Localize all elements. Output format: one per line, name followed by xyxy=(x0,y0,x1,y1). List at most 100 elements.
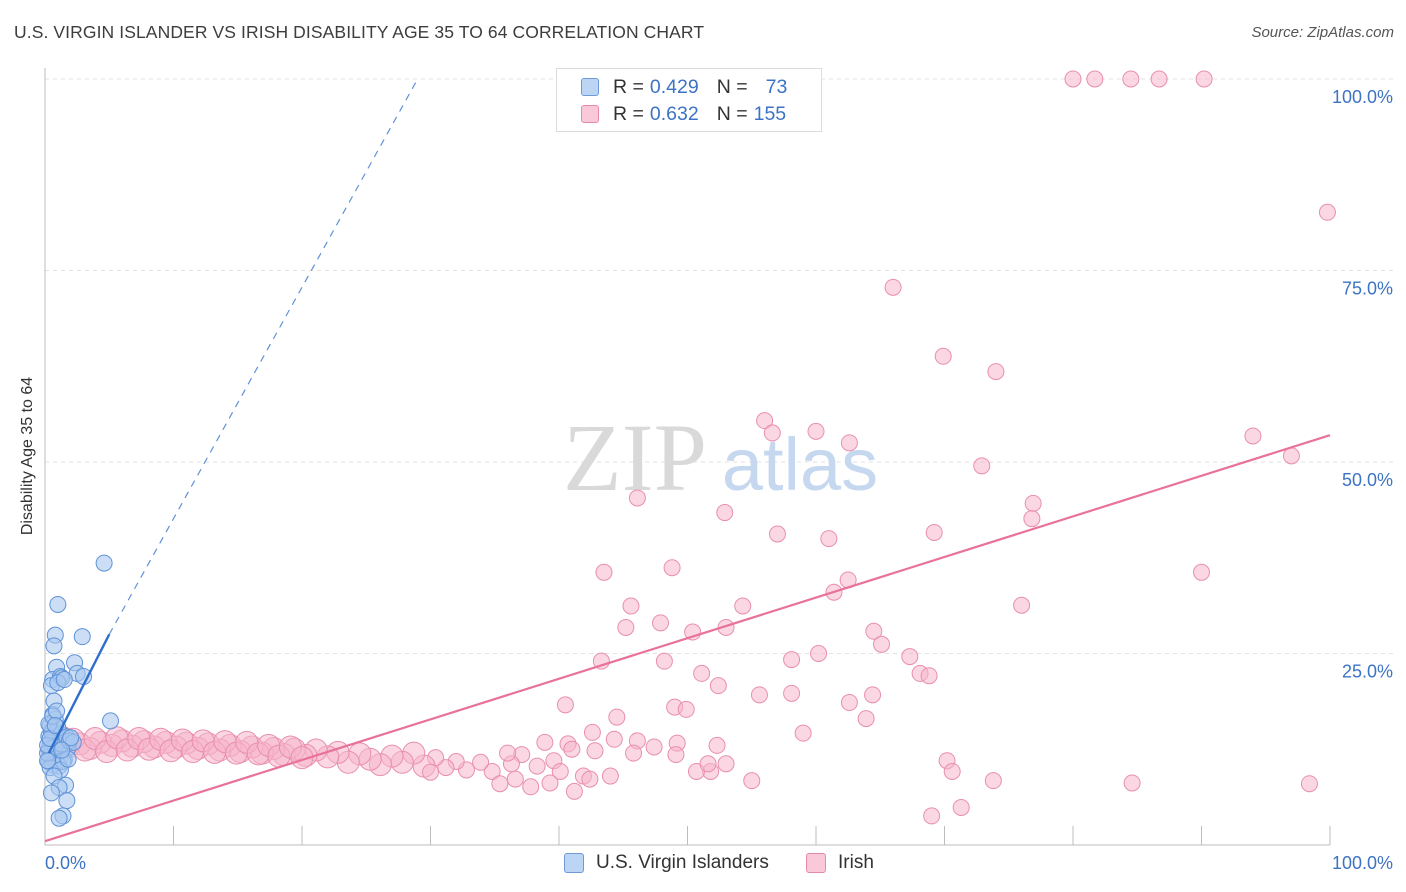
virgin-islander-point xyxy=(48,702,66,720)
irish-point xyxy=(655,652,673,670)
irish-point xyxy=(663,559,681,577)
irish-point xyxy=(807,422,825,440)
irish-point xyxy=(768,525,786,543)
legend-item-irish: Irish xyxy=(806,852,874,874)
irish-point xyxy=(734,597,752,615)
irish-point xyxy=(563,740,581,758)
irish-point xyxy=(506,770,524,788)
virgin-islander-point xyxy=(58,792,76,810)
irish-point xyxy=(667,746,685,764)
irish-point xyxy=(608,708,626,726)
irish-point xyxy=(1123,774,1141,792)
irish-point xyxy=(973,457,991,475)
stats-row-pink: R = 0.632 N = 155 xyxy=(581,101,786,127)
irish-point xyxy=(923,807,941,825)
irish-point xyxy=(750,686,768,704)
irish-point xyxy=(857,710,875,728)
irish-point xyxy=(1150,70,1168,88)
irish-point xyxy=(709,677,727,695)
irish-point xyxy=(693,664,711,682)
y-tick-label: 100.0% xyxy=(1332,87,1393,107)
y-tick-label: 50.0% xyxy=(1342,470,1393,490)
irish-point xyxy=(617,618,635,636)
virgin-islander-point xyxy=(62,729,80,747)
y-tick-label: 25.0% xyxy=(1342,662,1393,682)
irish-point xyxy=(1195,70,1213,88)
y-axis-label: Disability Age 35 to 64 xyxy=(19,376,36,536)
virgin-islander-points xyxy=(39,554,120,827)
irish-point xyxy=(987,363,1005,381)
irish-point xyxy=(783,651,801,669)
grid-lines xyxy=(45,78,1393,654)
irish-point xyxy=(716,504,734,522)
irish-point xyxy=(708,736,726,754)
tick-labels: 25.0% 50.0% 75.0% 100.0% 0.0% 100.0% xyxy=(45,87,1393,873)
y-tick-label: 75.0% xyxy=(1342,279,1393,299)
irish-point xyxy=(884,278,902,296)
x-tick-label: 100.0% xyxy=(1332,853,1393,873)
irish-point xyxy=(645,738,663,756)
virgin-islander-point xyxy=(50,809,68,827)
irish-point xyxy=(864,686,882,704)
irish-point xyxy=(422,763,439,781)
legend-pink-swatch xyxy=(806,853,826,873)
series-legend: U.S. Virgin Islanders Irish xyxy=(0,852,1406,876)
irish-point xyxy=(483,762,501,780)
irish-point xyxy=(943,762,961,780)
virgin-islander-trend-extension xyxy=(108,78,419,635)
blue-n-value: 73 xyxy=(765,75,788,98)
irish-point xyxy=(551,762,569,780)
blue-r-value: 0.429 xyxy=(649,75,699,98)
irish-point xyxy=(595,563,613,581)
irish-point xyxy=(1300,775,1318,793)
irish-point xyxy=(1086,70,1104,88)
legend-pink-label: Irish xyxy=(838,852,874,873)
irish-point xyxy=(290,746,314,770)
irish-point xyxy=(652,614,670,632)
trend-lines xyxy=(44,78,1331,843)
watermark-atlas: atlas xyxy=(722,423,878,506)
irish-point xyxy=(528,757,546,775)
irish-point xyxy=(1064,70,1082,88)
irish-point xyxy=(586,742,604,760)
irish-point xyxy=(491,775,509,793)
irish-points xyxy=(41,70,1336,825)
irish-point xyxy=(920,667,938,685)
irish-point xyxy=(1318,203,1336,221)
virgin-islander-point xyxy=(42,784,60,802)
stats-row-blue: R = 0.429 N = 73 xyxy=(581,74,787,100)
virgin-islander-point xyxy=(73,628,91,646)
irish-point xyxy=(677,700,695,718)
pink-n-value: 155 xyxy=(753,102,787,125)
irish-point xyxy=(934,347,952,365)
pink-r-label: R = xyxy=(613,102,644,125)
blue-r-label: R = xyxy=(613,75,644,98)
blue-n-label: N = xyxy=(716,75,748,98)
irish-point xyxy=(756,412,774,430)
pink-r-value: 0.632 xyxy=(649,102,699,125)
irish-point xyxy=(565,782,583,800)
irish-point xyxy=(1244,427,1262,445)
virgin-islander-point xyxy=(53,741,71,759)
stats-legend: R = 0.429 N = 73 R = 0.632 N = 155 xyxy=(556,68,822,132)
irish-point xyxy=(1193,563,1210,581)
irish-point xyxy=(541,774,559,792)
irish-point xyxy=(625,744,643,762)
irish-point xyxy=(472,753,490,771)
irish-point xyxy=(581,770,599,788)
irish-point xyxy=(810,645,828,662)
source-label: Source: ZipAtlas.com xyxy=(1251,24,1394,41)
irish-point xyxy=(763,424,781,442)
virgin-islander-point xyxy=(49,595,67,613)
irish-point xyxy=(1122,70,1140,88)
irish-point xyxy=(901,648,919,666)
irish-point xyxy=(840,434,858,452)
irish-point xyxy=(605,730,623,748)
irish-point xyxy=(1013,596,1031,614)
virgin-islander-point xyxy=(39,752,57,770)
virgin-islander-point xyxy=(95,554,113,572)
irish-point xyxy=(499,744,517,762)
virgin-islander-point xyxy=(102,712,120,730)
irish-trend-line xyxy=(44,434,1331,843)
